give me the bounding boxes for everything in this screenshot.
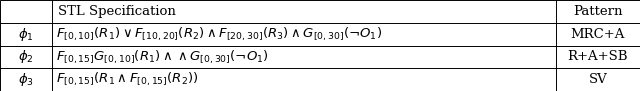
Text: SV: SV <box>588 73 607 86</box>
Text: $F_{[0,15]}G_{[0,10]}(R_1)\wedge\wedge G_{[0,30]}(\neg O_1)$: $F_{[0,15]}G_{[0,10]}(R_1)\wedge\wedge G… <box>56 48 269 66</box>
Text: R+A+SB: R+A+SB <box>568 50 628 63</box>
Text: $F_{[0,10]}(R_1)\vee F_{[10,20]}(R_2)\wedge F_{[20,30]}(R_3)\wedge G_{[0,30]}(\n: $F_{[0,10]}(R_1)\vee F_{[10,20]}(R_2)\we… <box>56 25 382 43</box>
Text: MRC+A: MRC+A <box>571 28 625 41</box>
Text: Pattern: Pattern <box>573 5 623 18</box>
Text: $\phi_2$: $\phi_2$ <box>19 48 34 65</box>
Text: $\phi_1$: $\phi_1$ <box>19 26 34 43</box>
Text: $F_{[0,15]}(R_1\wedge F_{[0,15]}(R_2))$: $F_{[0,15]}(R_1\wedge F_{[0,15]}(R_2))$ <box>56 71 199 88</box>
Text: $\phi_3$: $\phi_3$ <box>19 71 34 88</box>
Text: STL Specification: STL Specification <box>58 5 175 18</box>
